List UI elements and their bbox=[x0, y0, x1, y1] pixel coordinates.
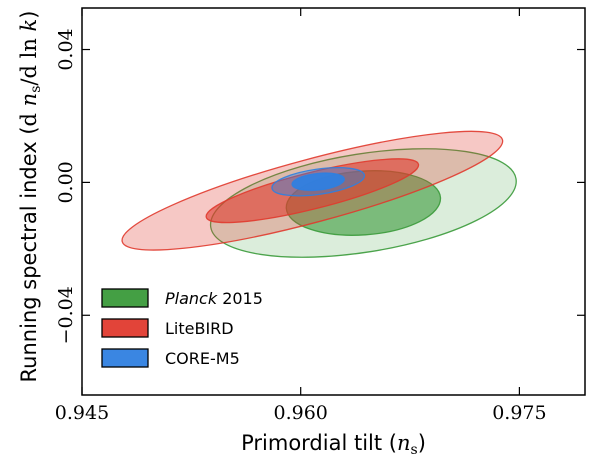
y-tick-label: −0.04 bbox=[55, 286, 77, 344]
y-axis-label: Running spectral index (d ns/d ln k) bbox=[17, 11, 44, 383]
legend-label: CORE-M5 bbox=[165, 349, 240, 368]
contour-regions bbox=[121, 130, 517, 258]
x-axis-label: Primordial tilt (ns) bbox=[241, 431, 426, 458]
legend-swatch bbox=[101, 348, 149, 368]
x-tick-label: 0.960 bbox=[273, 402, 327, 424]
legend-label: LiteBIRD bbox=[165, 319, 234, 338]
y-tick-label: 0.00 bbox=[55, 161, 77, 203]
plot-frame bbox=[81, 7, 586, 396]
legend-swatch bbox=[101, 288, 149, 308]
contour-core-m5-68 bbox=[291, 172, 345, 192]
axis-ticks: 0.945 0.960 0.975 −0.04 0.00 0.04 bbox=[55, 8, 585, 424]
legend-label: Planck 2015 bbox=[165, 289, 263, 308]
y-tick-label: 0.04 bbox=[55, 28, 77, 70]
legend: Planck 2015 LiteBIRD CORE-M5 bbox=[101, 288, 263, 368]
x-tick-label: 0.945 bbox=[55, 402, 109, 424]
legend-swatch bbox=[101, 318, 149, 338]
x-tick-label: 0.975 bbox=[492, 402, 546, 424]
